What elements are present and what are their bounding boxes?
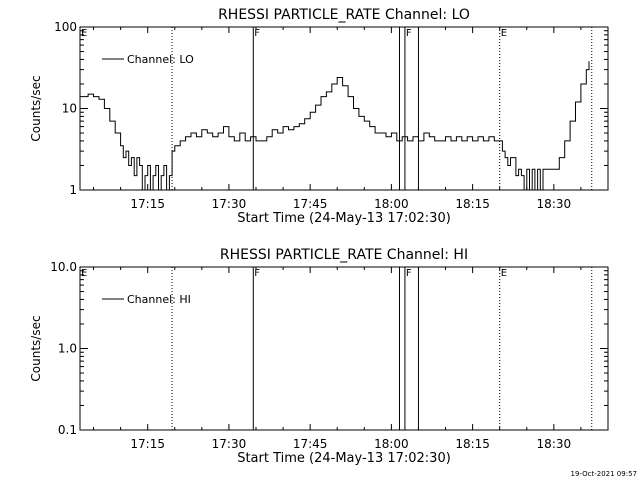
y-tick-label: 10 xyxy=(62,102,77,116)
x-tick-label: 18:30 xyxy=(537,437,572,451)
y-tick-label: 1.0 xyxy=(58,342,77,356)
x-tick-label: 18:30 xyxy=(537,197,572,211)
series-line xyxy=(80,61,590,190)
flag-label: F xyxy=(254,28,260,39)
chart-title: RHESSI PARTICLE_RATE Channel: LO xyxy=(218,7,470,23)
x-tick-label: 17:30 xyxy=(212,437,247,451)
legend-entry: Channel: HI xyxy=(127,293,191,306)
y-tick-label: 0.1 xyxy=(58,423,77,437)
legend-entry: Channel: LO xyxy=(127,53,194,66)
flag-label: F xyxy=(254,268,260,279)
x-axis-label: Start Time (24-May-13 17:02:30) xyxy=(237,451,451,466)
flag-label: E xyxy=(501,268,507,279)
footer-timestamp: 19-Oct-2021 09:57 xyxy=(570,470,637,478)
y-tick-label: 10.0 xyxy=(50,260,77,274)
x-tick-label: 17:45 xyxy=(293,437,328,451)
flag-label: F xyxy=(406,28,412,39)
x-tick-label: 17:30 xyxy=(212,197,247,211)
x-tick-label: 18:00 xyxy=(374,197,409,211)
flag-label: E xyxy=(81,268,87,279)
plot-frame xyxy=(79,266,609,431)
y-tick-label: 100 xyxy=(54,20,77,34)
x-tick-label: 17:15 xyxy=(130,197,165,211)
x-tick-label: 17:15 xyxy=(130,437,165,451)
flag-label: E xyxy=(501,28,507,39)
x-tick-label: 17:45 xyxy=(293,197,328,211)
flag-label: F xyxy=(406,268,412,279)
x-tick-label: 18:15 xyxy=(455,197,490,211)
y-axis-label: Counts/sec xyxy=(29,315,43,381)
x-axis-label: Start Time (24-May-13 17:02:30) xyxy=(237,211,451,226)
y-tick-label: 1 xyxy=(69,183,77,197)
x-tick-label: 18:15 xyxy=(455,437,490,451)
y-axis-label: Counts/sec xyxy=(29,75,43,141)
x-tick-label: 18:00 xyxy=(374,437,409,451)
plot-frame xyxy=(79,26,609,191)
flag-label: E xyxy=(81,28,87,39)
chart-title: RHESSI PARTICLE_RATE Channel: HI xyxy=(220,247,468,263)
